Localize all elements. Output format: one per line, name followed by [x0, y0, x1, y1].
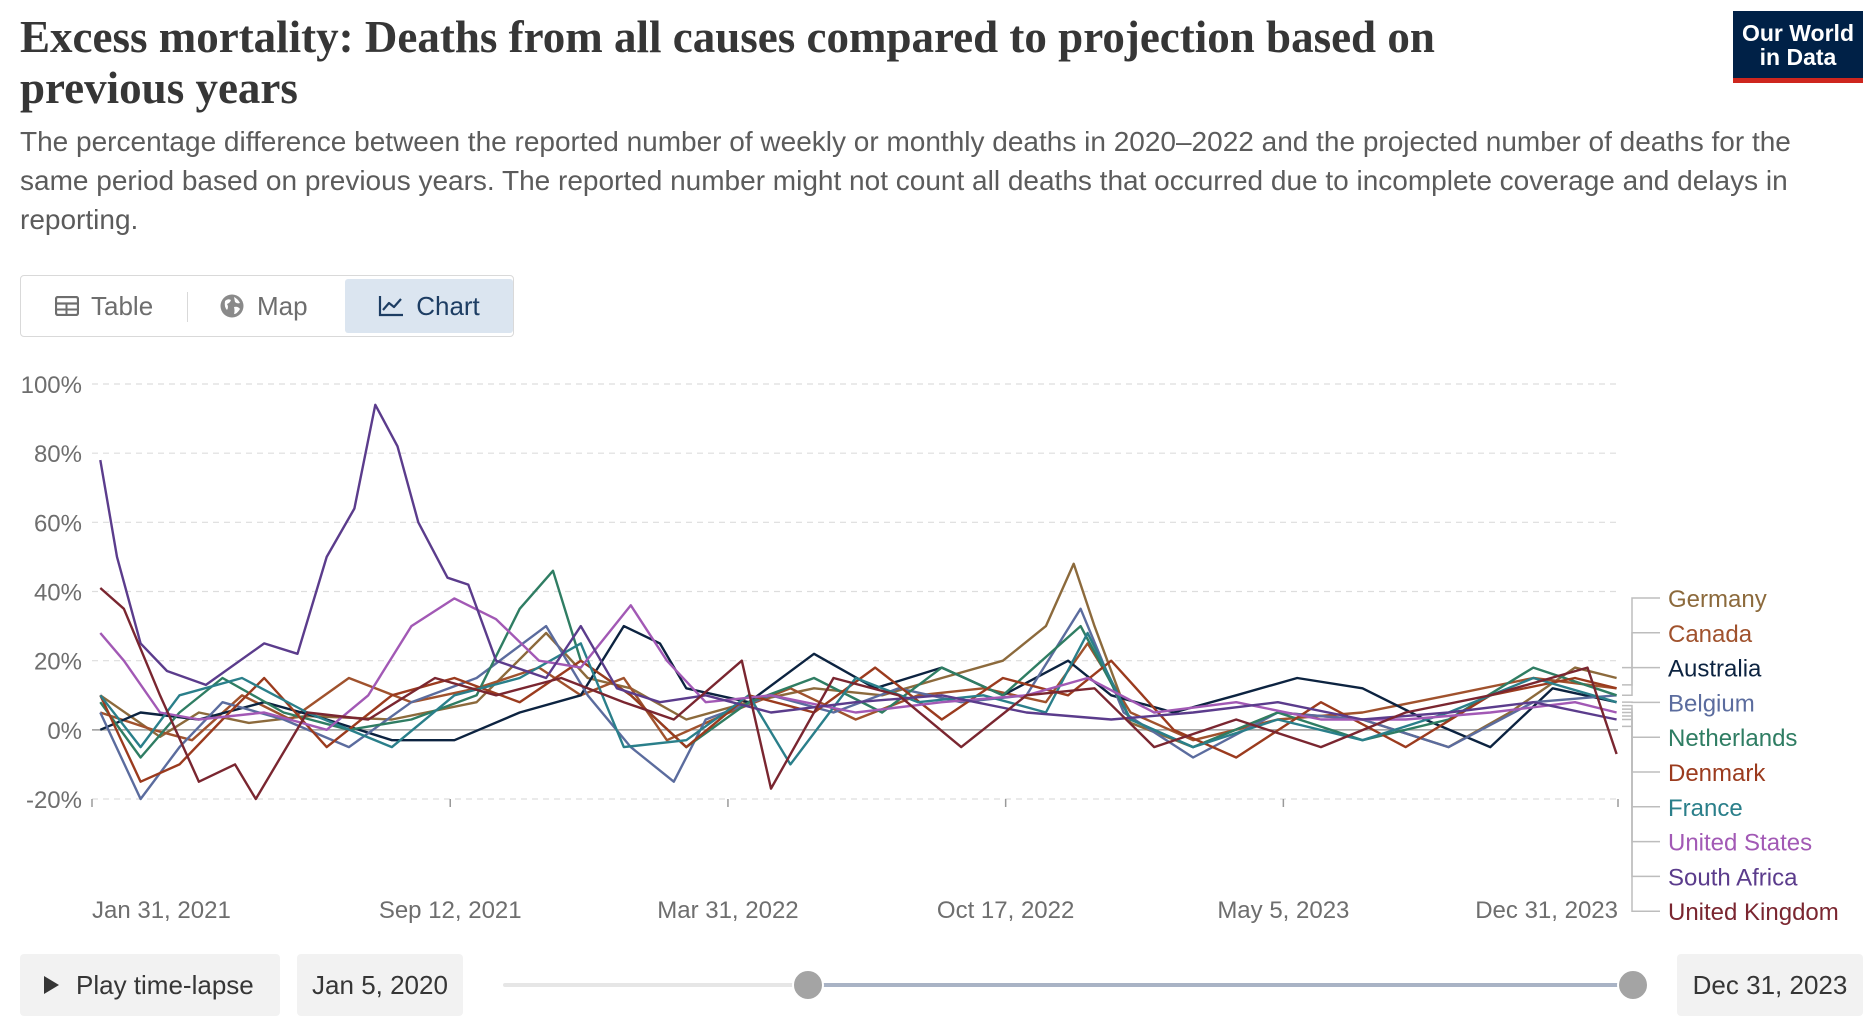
y-tick-label: 40% — [34, 580, 82, 607]
play-timelapse-label: Play time-lapse — [76, 969, 254, 1000]
legend-connector — [1622, 715, 1660, 843]
y-tick-label: 100% — [21, 372, 82, 399]
play-icon — [42, 975, 60, 995]
logo-line-2: in Data — [1759, 44, 1837, 70]
x-tick-label: May 5, 2023 — [1217, 897, 1349, 924]
series-line-united-states[interactable] — [99, 597, 1617, 731]
y-tick-label: 20% — [34, 649, 82, 676]
owid-logo[interactable]: Our World in Data — [1733, 11, 1863, 83]
series-line-belgium[interactable] — [99, 607, 1617, 801]
legend-label-united-states[interactable]: United States — [1668, 830, 1812, 857]
series-lines — [99, 403, 1618, 801]
legend-label-south-africa[interactable]: South Africa — [1668, 864, 1798, 891]
series-line-australia[interactable] — [99, 624, 1617, 749]
legend-connector — [1622, 704, 1660, 738]
legend-label-united-kingdom[interactable]: United Kingdom — [1668, 899, 1839, 926]
series-line-denmark[interactable] — [99, 659, 1617, 783]
legend-connector — [1622, 632, 1660, 686]
series-line-south-africa[interactable] — [99, 403, 1617, 721]
tab-map[interactable]: Map — [219, 279, 308, 333]
play-timelapse-button[interactable]: Play time-lapse — [20, 954, 280, 1016]
line-chart[interactable]: -20% 0% 20% 40% 60% 80% 100% Jan 31, 2021 Sep 1… — [0, 360, 1874, 930]
x-tick-label: Sep 12, 2021 — [379, 897, 522, 924]
tab-chart-label: Chart — [416, 290, 480, 321]
logo-line-1: Our World — [1741, 20, 1854, 46]
tab-divider — [187, 292, 188, 322]
legend-connector — [1622, 666, 1660, 696]
legend-connector — [1622, 708, 1660, 773]
tab-map-label: Map — [257, 290, 308, 321]
x-tick-label: Mar 31, 2022 — [657, 897, 798, 924]
timeline-start-handle[interactable] — [792, 969, 824, 1001]
series-line-united-kingdom[interactable] — [99, 587, 1618, 801]
y-tick-label: 0% — [47, 718, 82, 745]
legend-label-netherlands[interactable]: Netherlands — [1668, 725, 1797, 752]
globe-icon — [219, 293, 245, 319]
legend-label-belgium[interactable]: Belgium — [1668, 690, 1755, 717]
end-date-button[interactable]: Dec 31, 2023 — [1677, 954, 1863, 1016]
grid-lines — [92, 383, 1618, 800]
chart-subtitle: The percentage difference between the re… — [20, 126, 1791, 235]
y-tick-label: 80% — [34, 441, 82, 468]
legend-label-denmark[interactable]: Denmark — [1668, 760, 1766, 787]
series-line-france[interactable] — [99, 631, 1617, 766]
timeline-end-handle[interactable] — [1617, 969, 1649, 1001]
x-tick-label: Dec 31, 2023 — [1475, 897, 1618, 924]
y-axis-ticks: -20% 0% 20% 40% 60% 80% 100% — [21, 372, 82, 814]
view-tabs: Table Map Chart — [20, 275, 514, 337]
legend-label-france[interactable]: France — [1668, 795, 1743, 822]
tab-chart[interactable]: Chart — [345, 279, 513, 333]
legend-connector — [1622, 725, 1660, 912]
legend-label-australia[interactable]: Australia — [1668, 656, 1762, 683]
chart-title: Excess mortality: Deaths from all causes… — [20, 12, 1435, 113]
line-chart-icon — [378, 295, 404, 317]
x-axis-ticks: Jan 31, 2021 Sep 12, 2021 Mar 31, 2022 Oct … — [91, 799, 1619, 924]
legend-label-germany[interactable]: Germany — [1668, 586, 1767, 613]
start-date-button[interactable]: Jan 5, 2020 — [297, 954, 463, 1016]
x-tick-label: Oct 17, 2022 — [937, 897, 1074, 924]
series-line-netherlands[interactable] — [99, 569, 1617, 759]
timeline-selected-range — [809, 983, 1635, 987]
legend-label-canada[interactable]: Canada — [1668, 621, 1753, 648]
y-tick-label: -20% — [26, 787, 82, 814]
legend-connector — [1622, 718, 1660, 878]
legend: Germany Canada Australia Belgium Netherlands… — [1622, 586, 1839, 926]
x-tick-label: Jan 31, 2021 — [92, 897, 231, 924]
table-icon — [55, 296, 79, 316]
y-tick-label: 60% — [34, 510, 82, 537]
tab-table-label: Table — [91, 290, 154, 321]
tab-table[interactable]: Table — [55, 279, 153, 333]
